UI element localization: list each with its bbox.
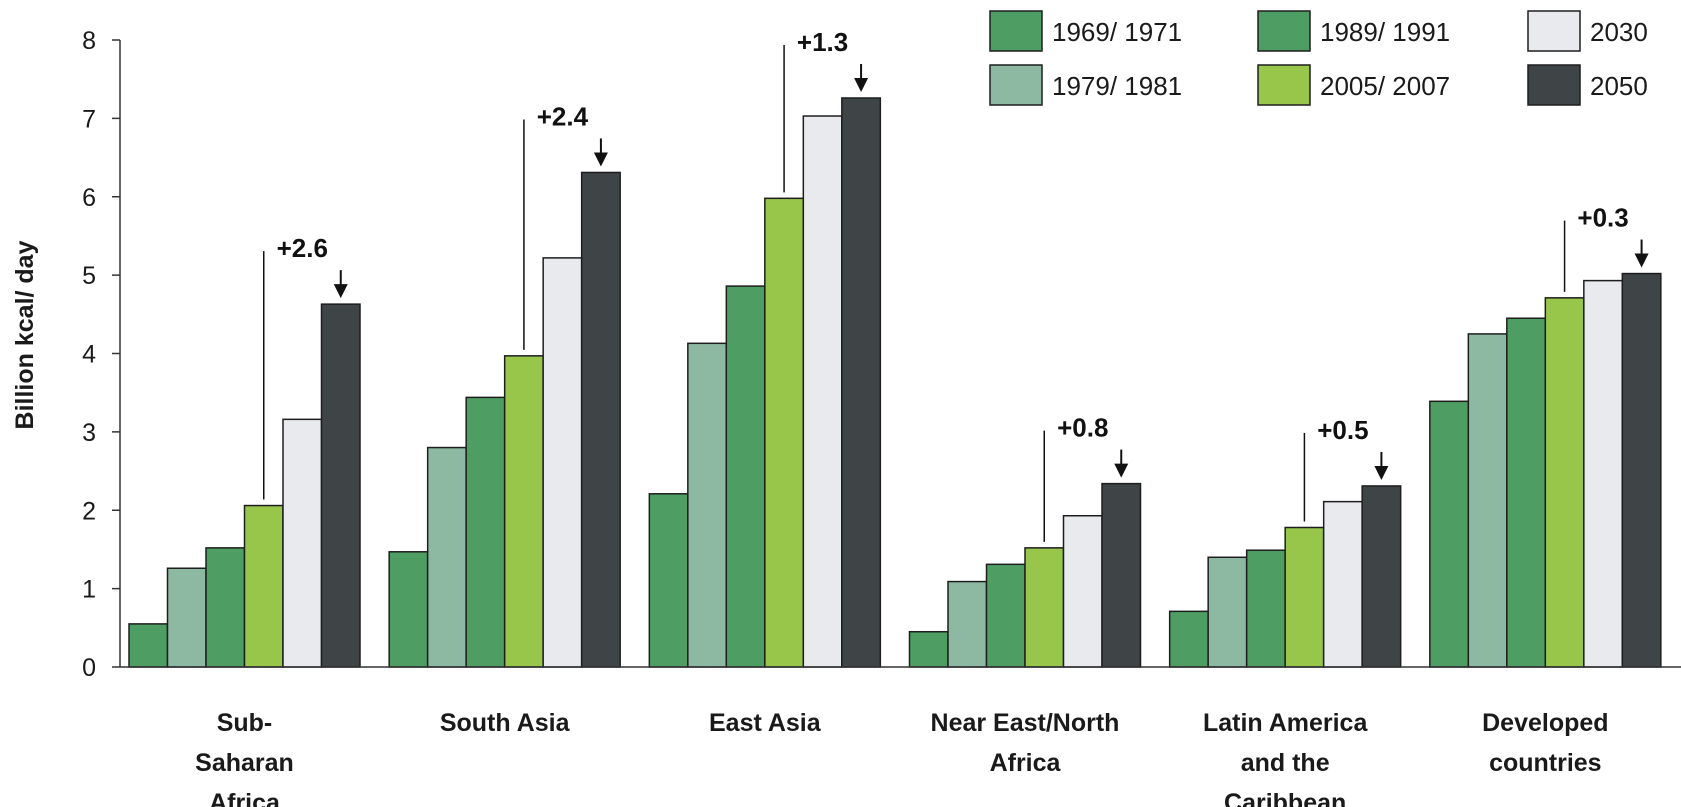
bar-6-1 <box>1429 400 1470 668</box>
bar-4-3 <box>985 563 1026 668</box>
bar-1-4 <box>243 504 284 668</box>
bar-3-2 <box>687 342 728 668</box>
y-tick-label: 7 <box>82 105 96 133</box>
y-axis: 0 1 2 3 4 5 6 7 8 <box>82 27 121 682</box>
legend-swatch <box>989 64 1043 106</box>
annotation-label: +2.6 <box>277 233 328 263</box>
x-axis: Sub- Saharan Africa South Asia East Asia Near… <box>120 666 1681 807</box>
bar-3-4 <box>764 197 805 668</box>
annotation-arrow-head <box>854 77 869 92</box>
bar-4-5 <box>1062 514 1103 668</box>
x-category-label: Caribbean <box>1224 789 1346 807</box>
bar-2-1 <box>388 551 429 668</box>
y-tick-label: 4 <box>82 341 96 369</box>
x-category-label: Developed <box>1482 709 1608 737</box>
annotation-arrow-head <box>1374 465 1389 480</box>
bar-4-6 <box>1101 482 1142 668</box>
x-category-label: Near East/North <box>931 709 1120 737</box>
bar-2-6 <box>580 171 621 668</box>
legend: 1969/ 1971 1979/ 1981 1989/ 1991 2005/ 2007… <box>989 10 1648 106</box>
y-tick-label: 8 <box>82 27 96 55</box>
bar-1-1 <box>128 623 169 668</box>
legend-swatch <box>1257 64 1311 106</box>
legend-swatch <box>1527 64 1581 106</box>
bar-2-5 <box>542 257 583 668</box>
y-tick-label: 0 <box>82 654 96 682</box>
legend-swatch <box>1527 10 1581 52</box>
annotation-label: +0.5 <box>1317 415 1368 445</box>
bar-6-6 <box>1621 272 1662 668</box>
bar-5-4 <box>1284 526 1325 668</box>
x-category-label: Saharan <box>195 749 294 777</box>
x-category-label: countries <box>1489 749 1602 777</box>
y-tick-label: 2 <box>82 497 96 525</box>
y-tick-label: 1 <box>82 576 96 604</box>
y-tick-label: 6 <box>82 184 96 212</box>
bar-1-3 <box>205 547 246 668</box>
bars <box>128 97 1662 668</box>
bar-4-1 <box>908 630 949 668</box>
bar-5-1 <box>1168 610 1209 668</box>
bar-5-6 <box>1361 485 1402 668</box>
bar-5-5 <box>1322 500 1363 668</box>
annotation-arrow-head <box>1114 463 1129 478</box>
annotation-arrow-head <box>1634 253 1649 268</box>
bar-6-2 <box>1467 333 1508 668</box>
bar-6-4 <box>1544 297 1585 668</box>
legend-swatch <box>1257 10 1311 52</box>
bar-2-2 <box>426 446 467 668</box>
annotation-label: +0.3 <box>1577 203 1628 233</box>
bar-4-4 <box>1024 547 1065 668</box>
y-axis-title: Billion kcal/ day <box>11 240 39 429</box>
bar-3-5 <box>802 115 843 668</box>
annotation-label: +2.4 <box>537 101 589 131</box>
legend-label: 1969/ 1971 <box>1052 17 1182 47</box>
bar-2-3 <box>465 396 506 668</box>
x-category-label: Africa <box>209 789 281 807</box>
bar-2-4 <box>503 355 544 668</box>
annotation-label: +0.8 <box>1057 413 1108 443</box>
x-category-label: East Asia <box>709 709 822 737</box>
bar-4-2 <box>947 580 988 668</box>
legend-label: 1989/ 1991 <box>1320 17 1450 47</box>
bar-3-6 <box>841 97 882 668</box>
legend-label: 1979/ 1981 <box>1052 71 1182 101</box>
bar-6-3 <box>1506 317 1547 668</box>
y-tick-label: 3 <box>82 419 96 447</box>
bar-6-5 <box>1583 279 1624 668</box>
bar-1-5 <box>282 418 323 668</box>
bar-1-6 <box>320 303 361 668</box>
legend-swatch <box>989 10 1043 52</box>
bar-3-1 <box>648 493 689 668</box>
bar-3-3 <box>725 285 766 668</box>
annotation-arrow-head <box>593 152 608 167</box>
x-category-label: South Asia <box>440 709 571 737</box>
x-category-label: and the <box>1241 749 1330 777</box>
x-category-label: Sub- <box>217 709 273 737</box>
annotations: +2.6 +2.4 +1.3 +0.8 +0.5 +0.3 <box>263 27 1649 542</box>
bar-5-3 <box>1245 549 1286 668</box>
x-category-label: Latin America <box>1203 709 1369 737</box>
legend-label: 2050 <box>1590 71 1648 101</box>
legend-label: 2005/ 2007 <box>1320 71 1450 101</box>
annotation-label: +1.3 <box>797 27 848 57</box>
y-tick-label: 5 <box>82 262 96 290</box>
x-category-label: Africa <box>990 749 1062 777</box>
bar-1-2 <box>166 567 207 668</box>
annotation-arrow-head <box>333 284 348 299</box>
bar-5-2 <box>1207 556 1248 668</box>
legend-label: 2030 <box>1590 17 1648 47</box>
